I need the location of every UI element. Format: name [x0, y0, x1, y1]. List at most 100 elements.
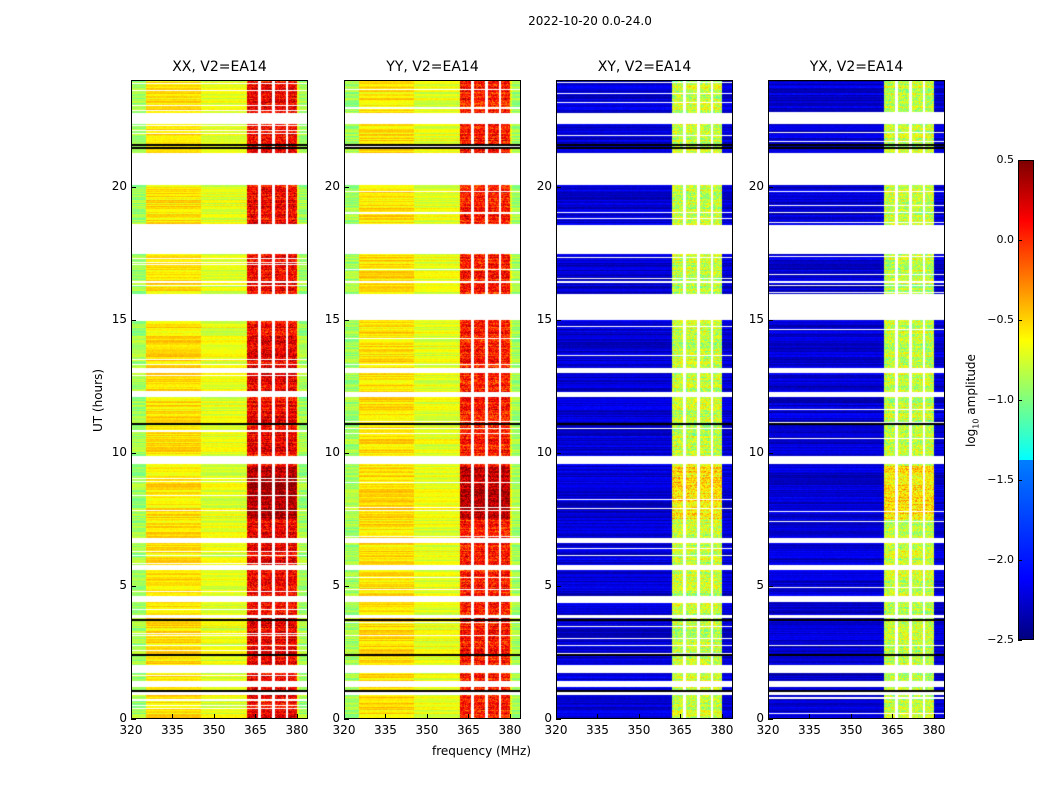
y-tick-mark [556, 319, 561, 321]
y-tick-label: 15 [111, 311, 127, 326]
colorbar-tick-mark [1018, 320, 1022, 321]
colorbar-tick-mark [1018, 560, 1022, 561]
x-tick-mark [344, 714, 345, 719]
y-tick-mark [344, 186, 349, 188]
x-tick-mark [597, 714, 599, 719]
x-tick-mark [468, 714, 470, 719]
x-tick-label: 335 [374, 723, 397, 737]
y-tick-label: 5 [332, 577, 340, 592]
x-tick-mark [638, 714, 640, 719]
heatmap-image [345, 81, 520, 718]
x-tick-label: 335 [586, 723, 609, 737]
x-tick-label: 320 [756, 723, 780, 737]
y-tick-mark [131, 452, 136, 454]
x-tick-label: 380 [710, 723, 734, 737]
y-tick-label: 10 [324, 444, 340, 459]
x-tick-label: 350 [627, 723, 651, 737]
x-tick-label: 350 [839, 723, 863, 737]
x-tick-label: 380 [498, 723, 522, 737]
x-tick-mark [721, 714, 723, 719]
x-tick-label: 350 [415, 723, 439, 737]
y-axis-label: UT (hours) [91, 368, 105, 432]
y-tick-label: 20 [748, 178, 764, 193]
colorbar-tick-label: −2.0 [987, 553, 1014, 566]
y-tick-label: 5 [119, 577, 127, 592]
y-tick-label: 20 [111, 178, 127, 193]
y-tick-label: 0 [756, 711, 764, 725]
heatmap-image [132, 81, 307, 718]
heatmap-image [769, 81, 944, 718]
colorbar-tick-mark [1018, 240, 1022, 241]
y-tick-mark [768, 719, 773, 720]
x-tick-mark [509, 714, 511, 719]
x-tick-label: 320 [119, 723, 143, 737]
heatmap-panel [131, 80, 308, 719]
y-tick-mark [556, 186, 561, 188]
x-axis-label: frequency (MHz) [432, 744, 532, 758]
colorbar-tick-mark [1018, 640, 1022, 641]
heatmap-panel [344, 80, 521, 719]
x-tick-mark [556, 714, 557, 719]
y-tick-mark [344, 319, 349, 321]
y-tick-label: 15 [748, 311, 764, 326]
y-tick-label: 15 [324, 311, 340, 326]
x-tick-mark [296, 714, 298, 719]
colorbar-tick-label: −1.5 [987, 473, 1014, 486]
y-tick-label: 5 [756, 577, 764, 592]
y-tick-mark [131, 719, 136, 720]
x-tick-label: 335 [798, 723, 821, 737]
x-tick-label: 320 [544, 723, 568, 737]
x-tick-mark [809, 714, 811, 719]
x-tick-mark [131, 714, 132, 719]
colorbar-tick-label: −0.5 [987, 313, 1014, 326]
colorbar-tick-mark [1018, 160, 1022, 161]
x-tick-mark [768, 714, 769, 719]
x-tick-label: 380 [285, 723, 309, 737]
y-tick-label: 20 [536, 178, 552, 193]
y-tick-label: 0 [332, 711, 340, 725]
y-tick-mark [768, 186, 773, 188]
x-tick-mark [255, 714, 257, 719]
y-tick-mark [131, 585, 136, 587]
y-tick-mark [556, 719, 561, 720]
y-tick-mark [344, 452, 349, 454]
y-tick-label: 15 [536, 311, 552, 326]
y-tick-label: 20 [324, 178, 340, 193]
y-tick-mark [131, 186, 136, 188]
y-tick-label: 0 [119, 711, 127, 725]
colorbar-tick-label: −1.0 [987, 393, 1014, 406]
y-tick-mark [556, 452, 561, 454]
panel-title: XX, V2=EA14 [172, 59, 267, 75]
x-tick-label: 380 [922, 723, 946, 737]
x-tick-label: 335 [161, 723, 184, 737]
x-tick-label: 365 [881, 723, 904, 737]
y-tick-mark [556, 585, 561, 587]
colorbar-tick-mark [1018, 480, 1022, 481]
figure-title: 2022-10-20 0.0-24.0 [528, 14, 652, 28]
colorbar-tick-mark [1018, 400, 1022, 401]
panel-title: XY, V2=EA14 [597, 59, 692, 75]
heatmap-image [557, 81, 732, 718]
y-tick-mark [131, 319, 136, 321]
x-tick-label: 365 [457, 723, 480, 737]
x-tick-label: 365 [669, 723, 692, 737]
colorbar-tick-label: 0.0 [996, 233, 1015, 246]
x-tick-label: 365 [244, 723, 267, 737]
y-tick-mark [344, 585, 349, 587]
y-tick-label: 0 [544, 711, 552, 725]
x-tick-mark [426, 714, 428, 719]
x-tick-mark [213, 714, 215, 719]
y-tick-label: 10 [111, 444, 127, 459]
y-tick-label: 5 [544, 577, 552, 592]
y-tick-mark [768, 319, 773, 321]
x-tick-mark [172, 714, 174, 719]
y-tick-mark [768, 452, 773, 454]
x-tick-mark [850, 714, 852, 719]
x-tick-label: 350 [202, 723, 226, 737]
colorbar-tick-label: −2.5 [987, 633, 1014, 646]
x-tick-mark [680, 714, 682, 719]
y-tick-label: 10 [748, 444, 764, 459]
y-tick-mark [344, 719, 349, 720]
panel-title: YX, V2=EA14 [809, 59, 904, 75]
